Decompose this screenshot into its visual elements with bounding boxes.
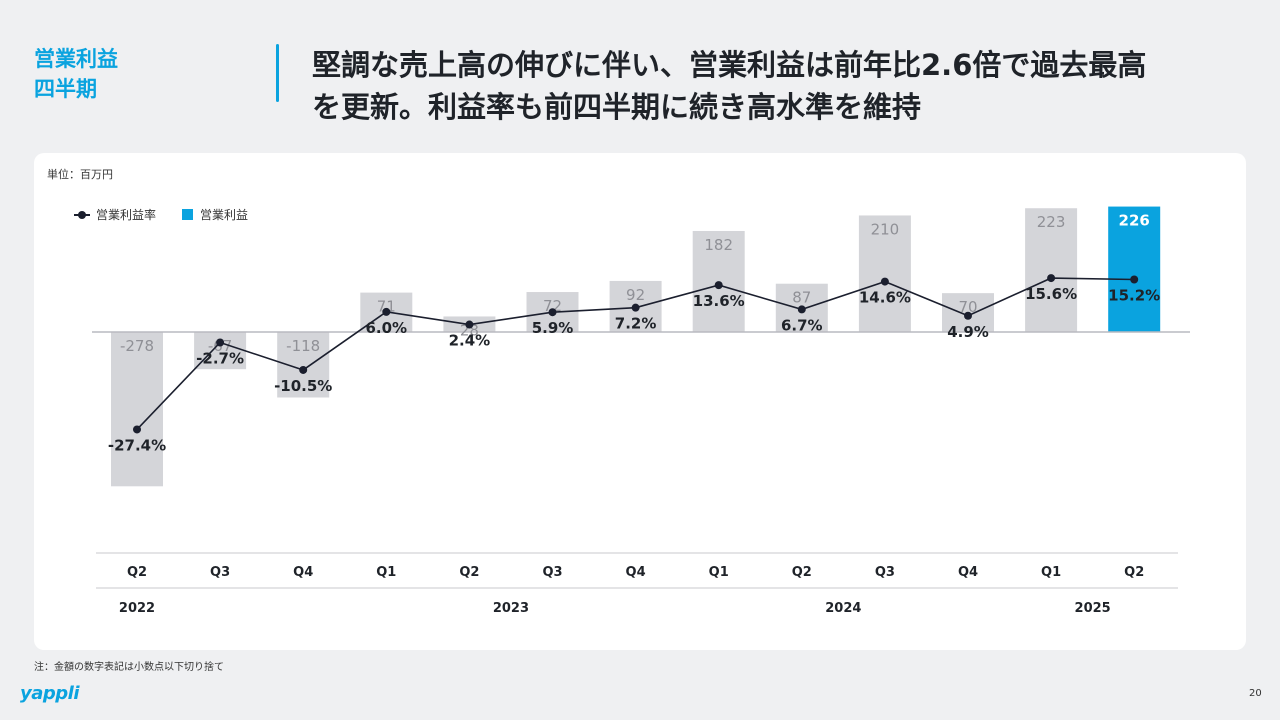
margin-label-7: 13.6% (693, 292, 745, 310)
margin-label-2: -10.5% (274, 377, 332, 395)
year-label-2022: 2022 (119, 601, 155, 616)
margin-point-3 (382, 307, 391, 316)
bar-value-label-2: -118 (286, 337, 320, 355)
section-title-line2: 四半期 (34, 77, 97, 101)
margin-label-11: 15.6% (1025, 285, 1077, 303)
bar-value-label-12: 226 (1119, 212, 1150, 230)
category-label-8: Q2 (792, 565, 812, 580)
legend-line-marker-icon (74, 210, 90, 220)
bar-value-label-10: 70 (958, 298, 977, 316)
margin-point-9 (880, 277, 889, 286)
margin-label-6: 7.2% (615, 315, 657, 333)
margin-label-5: 5.9% (532, 319, 574, 337)
category-label-1: Q3 (210, 565, 230, 580)
legend-label-profit: 営業利益 (200, 208, 249, 222)
bar-value-label-7: 182 (704, 236, 733, 254)
year-label-2023: 2023 (493, 601, 529, 616)
unit-label: 単位：百万円 (47, 168, 113, 181)
category-label-5: Q3 (542, 565, 562, 580)
bar-value-label-11: 223 (1037, 213, 1066, 231)
page-number: 20 (1249, 688, 1262, 699)
bar-12 (1108, 206, 1161, 332)
chart-legend: 営業利益率 営業利益 (74, 206, 274, 223)
margin-label-0: -27.4% (108, 436, 166, 454)
yappli-logo: yappli (20, 683, 80, 704)
footnote: 注：金額の数字表記は小数点以下切り捨て (34, 662, 224, 673)
bar-value-label-9: 210 (871, 220, 900, 238)
bar-value-label-5: 72 (543, 297, 562, 315)
bar-value-label-3: 71 (377, 298, 396, 316)
margin-point-6 (631, 303, 640, 312)
margin-label-3: 6.0% (365, 319, 407, 337)
margin-point-10 (964, 311, 972, 320)
margin-point-8 (797, 305, 806, 314)
margin-point-1 (216, 338, 225, 347)
headline-line2: を更新。利益率も前四半期に続き高水準を維持 (312, 90, 922, 124)
category-label-11: Q1 (1041, 565, 1061, 580)
headline-line1: 堅調な売上高の伸びに伴い、営業利益は前年比2.6倍で過去最高 (312, 48, 1147, 82)
section-title: 営業利益 四半期 (34, 44, 118, 104)
headline: 堅調な売上高の伸びに伴い、営業利益は前年比2.6倍で過去最高 を更新。利益率も前… (312, 44, 1262, 128)
legend-item-profit: 営業利益 (182, 206, 248, 223)
margin-point-5 (548, 308, 557, 317)
section-title-line1: 営業利益 (34, 47, 118, 71)
bar-value-label-8: 87 (792, 289, 811, 307)
bar-9 (858, 215, 911, 332)
bar-0 (111, 332, 163, 487)
category-label-12: Q2 (1124, 565, 1144, 580)
margin-point-7 (714, 281, 723, 290)
category-label-0: Q2 (127, 565, 147, 580)
category-label-2: Q4 (293, 565, 313, 580)
bar-1 (194, 332, 247, 370)
margin-label-10: 4.9% (947, 323, 989, 341)
margin-point-4 (465, 320, 474, 329)
margin-label-12: 15.2% (1108, 286, 1160, 304)
margin-point-11 (1047, 274, 1056, 283)
margin-point-12 (1130, 275, 1139, 284)
category-label-9: Q3 (875, 565, 895, 580)
margin-point-0 (133, 425, 141, 434)
category-label-7: Q1 (709, 565, 729, 580)
category-label-10: Q4 (958, 565, 978, 580)
bar-value-label-4: 28 (460, 321, 479, 339)
bar-value-label-0: -278 (120, 337, 154, 355)
legend-square-icon (182, 209, 194, 220)
margin-label-1: -2.7% (196, 350, 244, 368)
margin-label-9: 14.6% (859, 289, 911, 307)
year-label-2025: 2025 (1075, 601, 1111, 616)
margin-label-8: 6.7% (781, 316, 823, 334)
category-label-4: Q2 (459, 565, 479, 580)
bar-value-label-6: 92 (626, 286, 645, 304)
margin-point-2 (299, 365, 308, 374)
legend-item-margin: 営業利益率 (74, 206, 156, 223)
legend-label-margin: 営業利益率 (96, 208, 157, 222)
bar-11 (1025, 208, 1078, 332)
category-label-6: Q4 (626, 565, 646, 580)
year-label-2024: 2024 (825, 601, 861, 616)
margin-label-4: 2.4% (449, 332, 491, 350)
title-divider (276, 44, 279, 102)
category-label-3: Q1 (376, 565, 396, 580)
